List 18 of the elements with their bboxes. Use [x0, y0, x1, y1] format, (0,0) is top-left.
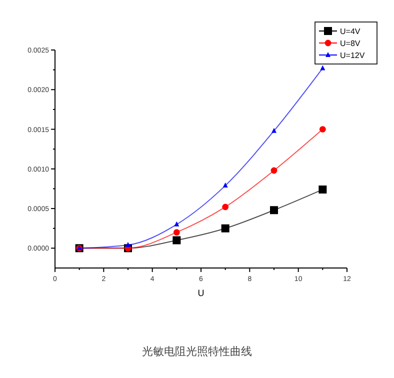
legend-label: U=8V — [340, 39, 361, 48]
point — [318, 186, 327, 194]
point — [126, 242, 130, 248]
point — [172, 236, 181, 244]
text: 光敏电阻光照特性曲线 — [142, 345, 252, 358]
point — [222, 182, 228, 188]
point — [174, 221, 180, 226]
point — [270, 167, 278, 174]
point — [222, 204, 229, 210]
point — [221, 224, 230, 232]
point — [272, 128, 276, 133]
legend-label: U=12V — [340, 51, 366, 60]
point — [320, 65, 326, 70]
legend-label: U=4V — [340, 27, 361, 36]
point — [319, 126, 326, 132]
point — [270, 206, 278, 214]
x-axis-title: U — [198, 288, 204, 298]
point — [173, 229, 180, 236]
